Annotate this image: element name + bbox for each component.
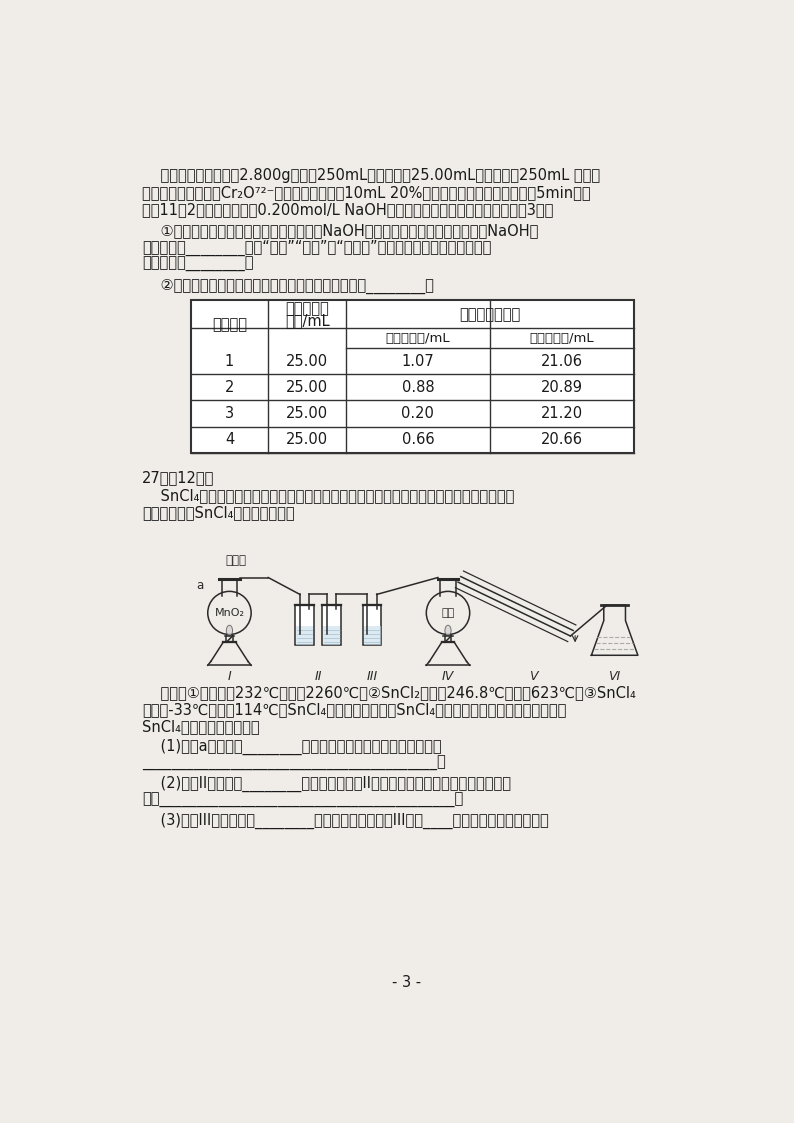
Bar <box>322 605 341 646</box>
Text: 4: 4 <box>225 432 234 447</box>
Text: 已知：①锡的熳点232℃、沸点2260℃；②SnCl₂的熳点246.8℃、沸点623℃；③SnCl₄: 已知：①锡的熳点232℃、沸点2260℃；②SnCl₂的熳点246.8℃、沸点6… <box>142 685 636 701</box>
Text: 装置制备少量SnCl₄（夹持装置略）: 装置制备少量SnCl₄（夹持装置略） <box>142 505 295 520</box>
Text: I: I <box>228 669 231 683</box>
Text: VI: VI <box>608 669 621 683</box>
Bar <box>363 605 381 646</box>
Text: 滴定次数: 滴定次数 <box>212 317 247 331</box>
Text: ________________________________________。: ________________________________________… <box>142 756 445 772</box>
Bar <box>323 627 341 645</box>
Bar <box>191 300 634 453</box>
Text: III: III <box>366 669 378 683</box>
Bar <box>295 605 314 646</box>
Text: 睛应该观察________。: 睛应该观察________。 <box>142 257 253 272</box>
Text: 25.00: 25.00 <box>286 407 328 421</box>
Text: 中，用氯化钓溶液使Cr₂O⁷²⁻完全沉淠后，加入10mL 20%的中性甲醇溶液，摇匀、静置5min后，: 中，用氯化钓溶液使Cr₂O⁷²⁻完全沉淠后，加入10mL 20%的中性甲醇溶液，… <box>142 185 591 200</box>
Text: 21.06: 21.06 <box>541 354 583 368</box>
Text: 20.66: 20.66 <box>541 432 583 447</box>
Text: 响是________________________________________。: 响是______________________________________… <box>142 793 463 809</box>
Text: 实验步骤：称取样品2.800g，配成250mL溶液，移否25.00mL样品溶液于250mL 锥形瓶: 实验步骤：称取样品2.800g，配成250mL溶液，移否25.00mL样品溶液于… <box>142 167 600 183</box>
Text: V: V <box>529 669 538 683</box>
Text: 锡粉: 锡粉 <box>441 608 455 618</box>
Text: SnCl₄可用于染色时的媒染剂、润滑油添加剂、玻璃表面处理剂等。实验室可通过如下图: SnCl₄可用于染色时的媒染剂、润滑油添加剂、玻璃表面处理剂等。实验室可通过如下… <box>142 489 515 503</box>
Text: 0.88: 0.88 <box>402 380 434 395</box>
Text: IV: IV <box>442 669 454 683</box>
Text: 体积/mL: 体积/mL <box>285 313 330 328</box>
Text: 加入11～2滴酚酮试液，用0.200mol/L NaOH标准溶液滴定至终点。重复上述操作3次。: 加入11～2滴酚酮试液，用0.200mol/L NaOH标准溶液滴定至终点。重复… <box>142 202 553 217</box>
Bar <box>364 627 380 645</box>
Text: II: II <box>314 669 322 683</box>
Ellipse shape <box>226 626 233 636</box>
Text: 20.89: 20.89 <box>541 380 583 395</box>
Text: 待测溶液的: 待测溶液的 <box>285 301 329 317</box>
Text: 2: 2 <box>225 380 234 395</box>
Text: 标准溶液的体积: 标准溶液的体积 <box>459 307 521 321</box>
Text: MnO₂: MnO₂ <box>214 608 245 618</box>
Text: ②滴定结果如下表所示，该样品中氮元素质量分数为________。: ②滴定结果如下表所示，该样品中氮元素质量分数为________。 <box>142 279 434 294</box>
Text: 0.66: 0.66 <box>402 432 434 447</box>
Text: (2)装置II的作用是________，如果去採装置II，从实验安全的角度看可能产生的影: (2)装置II的作用是________，如果去採装置II，从实验安全的角度看可能… <box>142 776 511 793</box>
Text: SnCl₄溶液。回答以下问题: SnCl₄溶液。回答以下问题 <box>142 719 260 734</box>
Text: 25.00: 25.00 <box>286 432 328 447</box>
Text: 25.00: 25.00 <box>286 380 328 395</box>
Text: - 3 -: - 3 - <box>392 975 422 990</box>
Text: 1: 1 <box>225 354 234 368</box>
Ellipse shape <box>445 626 451 636</box>
Text: 21.20: 21.20 <box>541 407 583 421</box>
Text: 0.20: 0.20 <box>402 407 434 421</box>
Text: 27．（12分）: 27．（12分） <box>142 469 214 485</box>
Text: 25.00: 25.00 <box>286 354 328 368</box>
Text: (3)装置III中的试剂为________。下图中可替代装置III的是____（填字母序号，下同）。: (3)装置III中的试剂为________。下图中可替代装置III的是____（… <box>142 813 549 829</box>
Bar <box>191 300 634 453</box>
Text: 滴定前刻度/mL: 滴定前刻度/mL <box>386 331 450 345</box>
Text: a: a <box>196 578 203 592</box>
Text: 的熳点-33℃、沸点114℃，SnCl₄极易水解。通常将SnCl₄晶体加入濃盐酸中，以配制无色的: 的熳点-33℃、沸点114℃，SnCl₄极易水解。通常将SnCl₄晶体加入濃盐酸… <box>142 702 566 718</box>
Text: 1.07: 1.07 <box>402 354 434 368</box>
Text: 3: 3 <box>225 407 234 421</box>
Text: ①碘式滴定管用蛸馏水洗涂后，直接加入NaOH标准液进行滴定，则滴定时用去NaOH标: ①碘式滴定管用蛸馏水洗涂后，直接加入NaOH标准液进行滴定，则滴定时用去NaOH… <box>142 223 538 238</box>
Text: (1)仪器a的名称为________，该仪器中发生反应的离子方程式为: (1)仪器a的名称为________，该仪器中发生反应的离子方程式为 <box>142 739 441 756</box>
Text: 滴定后刻度/mL: 滴定后刻度/mL <box>530 331 594 345</box>
Text: 准液的体积________（填“偏大”“偏小”或“无影响”）；滴定时边摇动锥形瓶，眼: 准液的体积________（填“偏大”“偏小”或“无影响”）；滴定时边摇动锥形瓶… <box>142 240 491 256</box>
Text: 濃盐酸: 濃盐酸 <box>225 554 246 567</box>
Bar <box>296 627 313 645</box>
